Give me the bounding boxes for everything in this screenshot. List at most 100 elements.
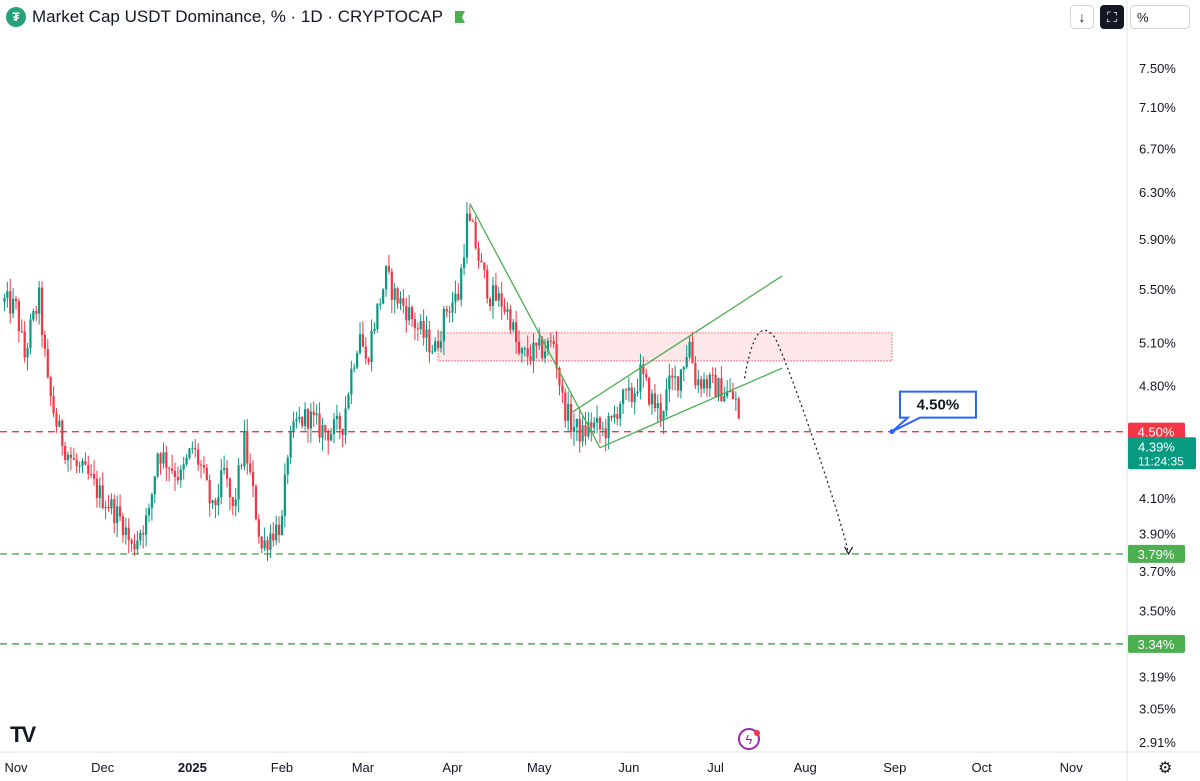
candle-body (266, 540, 269, 550)
candle-body (720, 378, 723, 402)
candle-body (312, 411, 315, 416)
candle-body (116, 506, 119, 524)
candle-body (526, 348, 529, 357)
candle-body (723, 396, 726, 402)
candle-body (133, 543, 136, 550)
gear-icon[interactable]: ⚙ (1158, 760, 1173, 777)
level-price-tag[interactable] (1128, 634, 1185, 653)
y-tick-label: 5.10% (1139, 336, 1176, 351)
candle-body (503, 306, 506, 312)
candle-body (633, 393, 636, 403)
candle-body (251, 471, 255, 487)
candle-body (480, 260, 483, 263)
candle-body (549, 340, 552, 342)
candle-body (697, 379, 700, 386)
candle-body (275, 524, 278, 541)
candle-body (639, 364, 642, 392)
trendline[interactable] (570, 275, 783, 414)
candle-body (306, 409, 310, 429)
candle-body (101, 485, 104, 508)
candle-body (358, 334, 362, 354)
candle-body (390, 271, 393, 300)
candle-body (621, 389, 625, 405)
scale-button[interactable]: % (1130, 5, 1190, 29)
trendline[interactable] (469, 203, 601, 448)
candle-body (139, 532, 142, 541)
candle-body (3, 298, 6, 302)
candle-body (445, 308, 448, 312)
candle-body (428, 329, 431, 353)
candle-body (6, 291, 9, 299)
candle-body (156, 453, 159, 477)
candle-body (127, 527, 130, 541)
candle-body (431, 351, 434, 353)
candle-body (130, 540, 133, 544)
candle-body (121, 516, 125, 536)
current-price-tag[interactable] (1128, 437, 1196, 470)
candle-body (474, 221, 477, 249)
candle-body (590, 422, 593, 428)
candle-body (75, 459, 78, 466)
candle-body (159, 453, 162, 464)
candle-body (124, 527, 127, 536)
resistance-zone[interactable] (437, 332, 893, 362)
candle-body (303, 409, 307, 426)
level-price-tag[interactable] (1128, 422, 1185, 441)
candle-body (457, 293, 460, 300)
candle-body (578, 418, 581, 442)
candle-body (289, 431, 292, 458)
candle-body (228, 478, 232, 498)
x-tick-label: Sep (883, 760, 906, 775)
candle-body (604, 428, 607, 439)
candle-body (711, 374, 714, 376)
y-tick-label: 3.70% (1139, 564, 1176, 579)
callout-box[interactable] (891, 390, 977, 433)
candle-body (113, 499, 116, 524)
candle-body (598, 417, 602, 430)
candle-body (671, 375, 674, 378)
projection-arrowhead (844, 546, 854, 556)
candle-body (587, 422, 590, 437)
candle-body (64, 445, 67, 461)
candle-body (572, 427, 576, 432)
candle-body (332, 419, 336, 435)
candle-body (676, 376, 680, 391)
candle-body (292, 421, 295, 432)
flag-icon[interactable] (454, 11, 465, 23)
candle-body (674, 376, 677, 378)
bar-countdown-label: 11:24:35 (1138, 454, 1184, 468)
candle-body (685, 357, 688, 368)
y-tick-label: 3.19% (1139, 670, 1176, 685)
candle-body (72, 458, 75, 460)
candle-body (335, 415, 338, 420)
candle-body (656, 403, 659, 409)
candle-body (220, 470, 223, 498)
level-price-tag[interactable] (1128, 544, 1185, 563)
expand-icon[interactable]: ⛶ (1100, 5, 1124, 29)
trendline[interactable] (599, 367, 783, 449)
candle-body (648, 377, 651, 405)
download-button[interactable]: ↓ (1070, 5, 1094, 29)
candle-body (217, 497, 220, 506)
candle-body (607, 416, 610, 439)
candle-body (231, 497, 234, 506)
level-price-label: 3.79% (1138, 547, 1175, 562)
candle-body (90, 473, 93, 475)
candle-body (558, 368, 561, 386)
candle-body (246, 431, 249, 464)
x-tick-label: Apr (442, 760, 463, 775)
x-tick-label: Nov (1060, 760, 1084, 775)
candle-body (462, 257, 466, 269)
projection-path[interactable] (743, 329, 850, 555)
candle-body (173, 470, 177, 477)
x-tick-label: Jul (707, 760, 724, 775)
x-tick-label: Jun (618, 760, 639, 775)
candle-body (9, 291, 12, 314)
candle-body (43, 334, 47, 349)
lightning-icon[interactable]: ϟ (738, 728, 760, 750)
tradingview-logo[interactable]: TV (10, 722, 36, 747)
candle-body (356, 353, 359, 368)
candle-body (436, 341, 440, 349)
candle-body (52, 396, 55, 414)
